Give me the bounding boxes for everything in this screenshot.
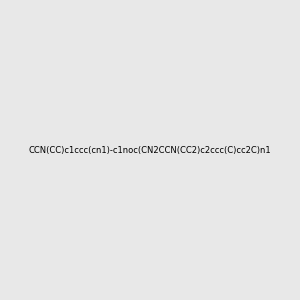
Text: CCN(CC)c1ccc(cn1)-c1noc(CN2CCN(CC2)c2ccc(C)cc2C)n1: CCN(CC)c1ccc(cn1)-c1noc(CN2CCN(CC2)c2ccc…	[29, 146, 271, 154]
